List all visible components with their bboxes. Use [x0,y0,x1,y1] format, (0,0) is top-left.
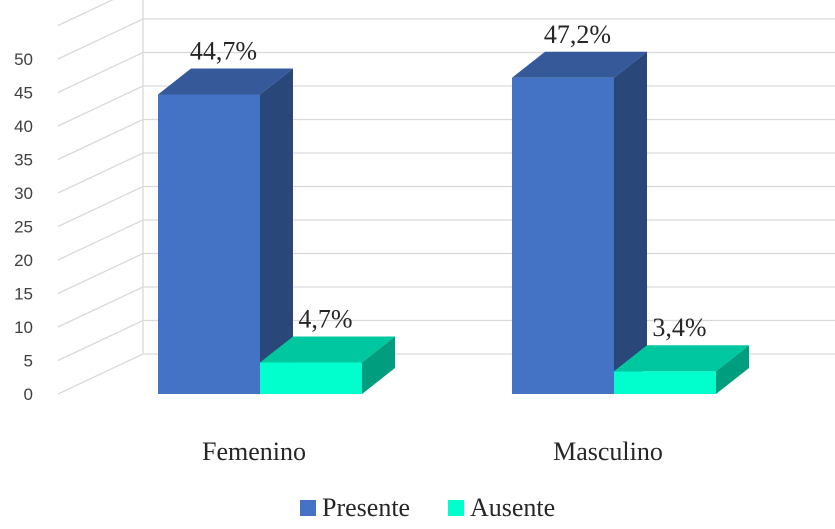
data-labels: 44,7% 4,7% 47,2% 3,4% [190,20,707,342]
y-tick-label: 15 [14,285,33,304]
bar-top-ausente-femenino [260,336,395,363]
y-tick-label: 25 [14,218,33,237]
bar-presente-masculino [512,77,614,394]
legend-swatch-ausente [448,500,464,516]
x-category-label: Masculino [553,437,663,466]
y-tick-label: 35 [14,151,33,170]
gridline [57,0,114,27]
bars [158,51,749,394]
data-label-presente-masculino: 47,2% [544,20,611,49]
y-tick-label: 40 [14,117,33,136]
y-tick-label: 0 [24,385,33,404]
bar-side-presente-femenino [260,68,293,394]
bar-presente-femenino [158,94,260,394]
x-category-label: Femenino [202,437,306,466]
legend-label-ausente: Ausente [470,493,555,522]
bar-side-ausente-masculino [716,345,749,394]
x-axis-categories: Femenino Masculino [202,437,663,466]
y-tick-label: 10 [14,318,33,337]
bar-side-ausente-femenino [362,336,395,394]
y-tick-label: 5 [24,352,33,371]
legend: Presente Ausente [300,493,555,522]
bar-top-presente-femenino [158,68,293,95]
y-tick-label: 20 [14,251,33,270]
data-label-presente-femenino: 44,7% [190,37,257,66]
bar-top-ausente-masculino [614,345,749,372]
bar-top-presente-masculino [512,51,647,78]
y-tick-label: 30 [14,184,33,203]
gridline [57,18,835,60]
y-tick-label: 45 [14,84,33,103]
bar-ausente-masculino [614,371,716,394]
y-tick-label: 50 [14,50,33,69]
data-label-ausente-femenino: 4,7% [298,305,352,334]
y-axis-ticks: 0 5 10 15 20 25 30 35 40 45 50 [14,50,33,404]
bar-side-presente-masculino [614,51,647,394]
bar-ausente-femenino [260,362,362,394]
data-label-ausente-masculino: 3,4% [652,313,706,342]
legend-label-presente: Presente [322,493,410,522]
legend-swatch-presente [300,500,316,516]
